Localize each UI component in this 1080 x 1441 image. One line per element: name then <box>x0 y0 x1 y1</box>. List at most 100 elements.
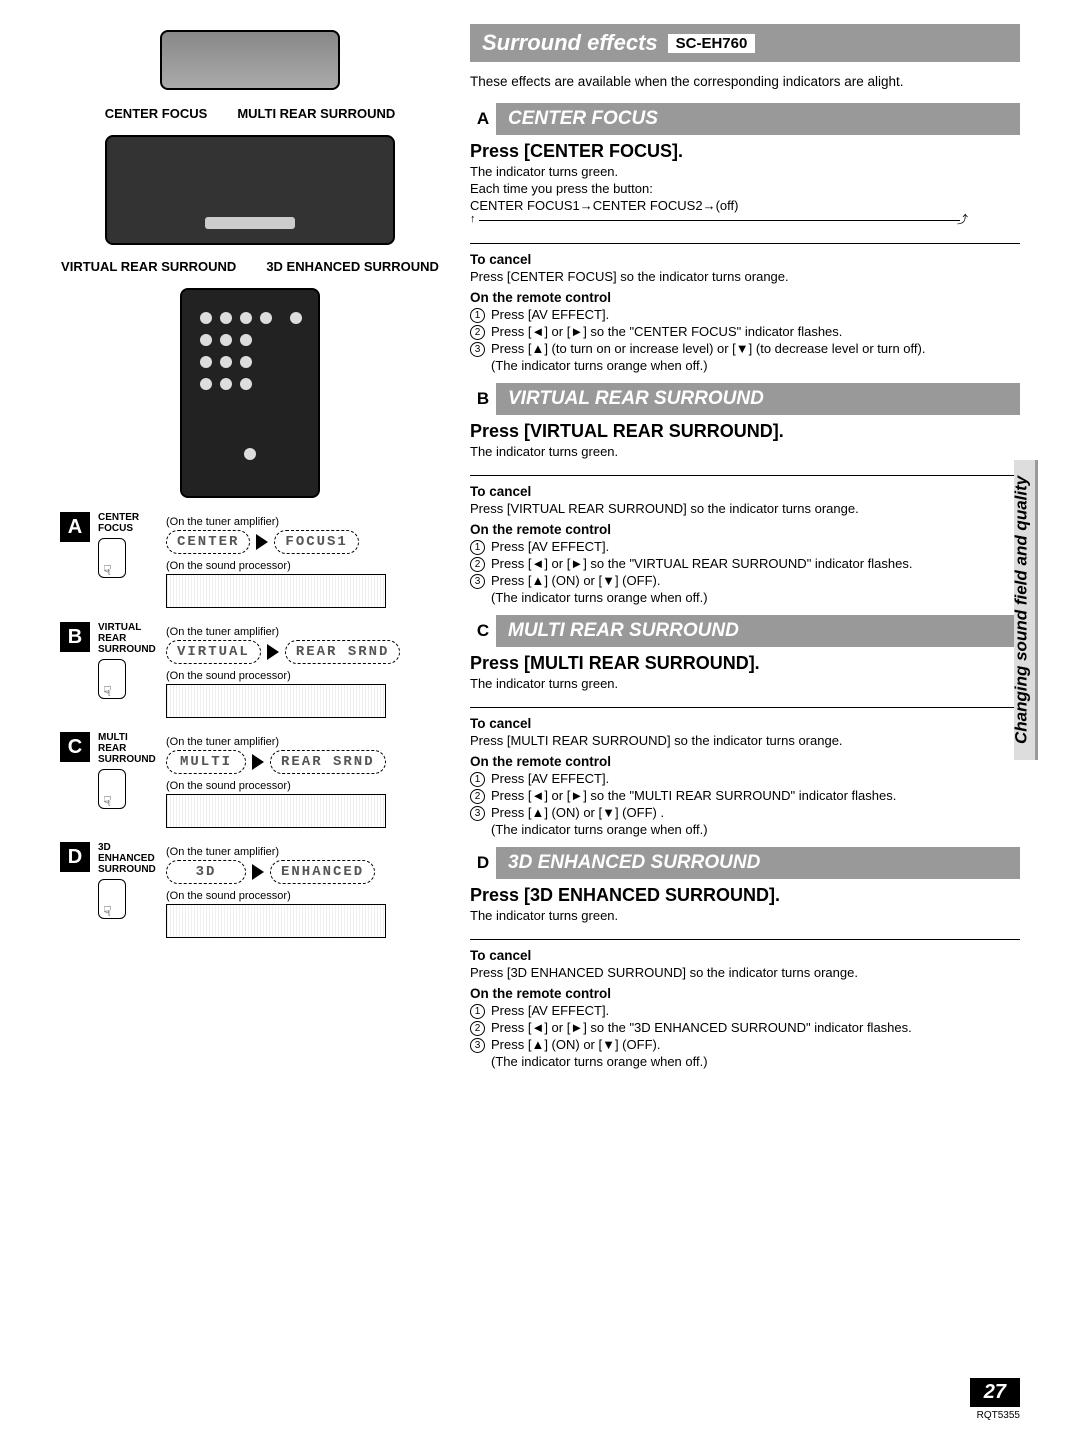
step-block-c: C MULTI REARSURROUND (On the tuner ampli… <box>60 732 440 828</box>
arrow-icon <box>267 644 279 660</box>
cycle-text: CENTER FOCUS1→CENTER FOCUS2→(off) <box>470 198 1020 213</box>
step-num-icon: 3 <box>470 806 485 821</box>
section-header: A CENTER FOCUS <box>470 103 1020 135</box>
step-num-icon: 1 <box>470 540 485 555</box>
caption-processor: (On the sound processor) <box>166 670 440 682</box>
model-badge: SC-EH760 <box>668 34 756 53</box>
press-instruction: Press [MULTI REAR SURROUND]. <box>470 653 1020 674</box>
main-title-text: Surround effects <box>482 30 658 56</box>
remote-steps: 1Press [AV EFFECT]. 2Press [◄] or [►] so… <box>470 771 1020 821</box>
top-label-row: CENTER FOCUS MULTI REAR SURROUND <box>60 100 440 127</box>
arrow-icon <box>252 754 264 770</box>
button-label: 3D ENHANCEDSURROUND <box>98 842 158 875</box>
divider <box>470 939 1020 940</box>
press-instruction: Press [VIRTUAL REAR SURROUND]. <box>470 421 1020 442</box>
remote-step-note: (The indicator turns orange when off.) <box>491 822 1020 837</box>
section-title: CENTER FOCUS <box>498 103 1020 135</box>
cancel-text: Press [MULTI REAR SURROUND] so the indic… <box>470 733 1020 748</box>
lcd-display-1: CENTER <box>166 530 250 554</box>
remote-steps: 1Press [AV EFFECT]. 2Press [◄] or [►] so… <box>470 539 1020 589</box>
cancel-heading: To cancel <box>470 484 1020 499</box>
divider <box>470 707 1020 708</box>
step-num-icon: 1 <box>470 308 485 323</box>
section-c: C MULTI REAR SURROUND Press [MULTI REAR … <box>470 615 1020 837</box>
remote-step-1: Press [AV EFFECT]. <box>491 307 1020 322</box>
section-header: B VIRTUAL REAR SURROUND <box>470 383 1020 415</box>
section-letter: D <box>470 847 498 879</box>
divider <box>470 475 1020 476</box>
remote-step-2: Press [◄] or [►] so the "CENTER FOCUS" i… <box>491 324 1020 339</box>
press-icon <box>98 879 126 919</box>
section-letter: B <box>470 383 498 415</box>
indicator-note: The indicator turns green. <box>470 164 1020 179</box>
caption-tuner: (On the tuner amplifier) <box>166 846 440 858</box>
remote-steps: 1Press [AV EFFECT]. 2Press [◄] or [►] so… <box>470 1003 1020 1053</box>
label-3d-enhanced: 3D ENHANCED SURROUND <box>266 259 439 274</box>
remote-step-3: Press [▲] (ON) or [▼] (OFF). <box>491 573 1020 588</box>
processor-display <box>166 794 386 828</box>
remote-step-2: Press [◄] or [►] so the "VIRTUAL REAR SU… <box>491 556 1020 571</box>
step-num-icon: 3 <box>470 1038 485 1053</box>
processor-display <box>166 574 386 608</box>
remote-step-2: Press [◄] or [►] so the "MULTI REAR SURR… <box>491 788 1020 803</box>
step-letter: C <box>60 732 90 762</box>
step-num-icon: 1 <box>470 1004 485 1019</box>
doc-code: RQT5355 <box>977 1410 1020 1421</box>
remote-step-1: Press [AV EFFECT]. <box>491 1003 1020 1018</box>
step-num-icon: 3 <box>470 574 485 589</box>
device-illustration <box>160 30 340 90</box>
lcd-display-2: FOCUS1 <box>274 530 358 554</box>
press-icon <box>98 769 126 809</box>
press-instruction: Press [3D ENHANCED SURROUND]. <box>470 885 1020 906</box>
lcd-display-2: REAR SRND <box>270 750 386 774</box>
callout-1: ① <box>325 446 336 460</box>
cancel-text: Press [3D ENHANCED SURROUND] so the indi… <box>470 965 1020 980</box>
front-panel-illustration <box>105 135 395 245</box>
cancel-heading: To cancel <box>470 716 1020 731</box>
diagram-column: CENTER FOCUS MULTI REAR SURROUND VIRTUAL… <box>60 20 440 1069</box>
lcd-display-1: 3D <box>166 860 246 884</box>
step-num-icon: 2 <box>470 789 485 804</box>
button-label: CENTERFOCUS <box>98 512 158 534</box>
main-title-bar: Surround effects SC-EH760 <box>470 24 1020 62</box>
indicator-note: The indicator turns green. <box>470 908 1020 923</box>
processor-display <box>166 684 386 718</box>
remote-step-2: Press [◄] or [►] so the "3D ENHANCED SUR… <box>491 1020 1020 1035</box>
label-multi-rear: MULTI REAR SURROUND <box>237 106 395 121</box>
step-num-icon: 3 <box>470 342 485 357</box>
remote-step-3: Press [▲] (ON) or [▼] (OFF) . <box>491 805 1020 820</box>
remote-heading: On the remote control <box>470 986 1020 1001</box>
section-header: D 3D ENHANCED SURROUND <box>470 847 1020 879</box>
section-b: B VIRTUAL REAR SURROUND Press [VIRTUAL R… <box>470 383 1020 605</box>
section-letter: A <box>470 103 498 135</box>
caption-processor: (On the sound processor) <box>166 890 440 902</box>
intro-text: These effects are available when the cor… <box>470 74 1020 89</box>
caption-processor: (On the sound processor) <box>166 780 440 792</box>
side-tab: Changing sound field and quality <box>1014 460 1038 760</box>
indicator-note: The indicator turns green. <box>470 676 1020 691</box>
remote-illustration: ③ ② ① <box>180 288 320 498</box>
lcd-display-1: VIRTUAL <box>166 640 261 664</box>
sub2: Each time you press the button: <box>470 181 1020 196</box>
step-block-a: A CENTERFOCUS (On the tuner amplifier) C… <box>60 512 440 608</box>
section-title: 3D ENHANCED SURROUND <box>498 847 1020 879</box>
step-letter: B <box>60 622 90 652</box>
remote-step-note: (The indicator turns orange when off.) <box>491 590 1020 605</box>
cycle-arrow: ⤴ <box>470 213 1020 227</box>
remote-heading: On the remote control <box>470 522 1020 537</box>
step-letter: A <box>60 512 90 542</box>
section-letter: C <box>470 615 498 647</box>
lcd-display-2: ENHANCED <box>270 860 375 884</box>
step-num-icon: 2 <box>470 325 485 340</box>
step-num-icon: 1 <box>470 772 485 787</box>
remote-heading: On the remote control <box>470 754 1020 769</box>
section-header: C MULTI REAR SURROUND <box>470 615 1020 647</box>
step-block-b: B VIRTUAL REARSURROUND (On the tuner amp… <box>60 622 440 718</box>
step-block-d: D 3D ENHANCEDSURROUND (On the tuner ampl… <box>60 842 440 938</box>
indicator-note: The indicator turns green. <box>470 444 1020 459</box>
button-label: VIRTUAL REARSURROUND <box>98 622 158 655</box>
caption-tuner: (On the tuner amplifier) <box>166 516 440 528</box>
lcd-display-1: MULTI <box>166 750 246 774</box>
label-center-focus: CENTER FOCUS <box>105 106 208 121</box>
remote-heading: On the remote control <box>470 290 1020 305</box>
